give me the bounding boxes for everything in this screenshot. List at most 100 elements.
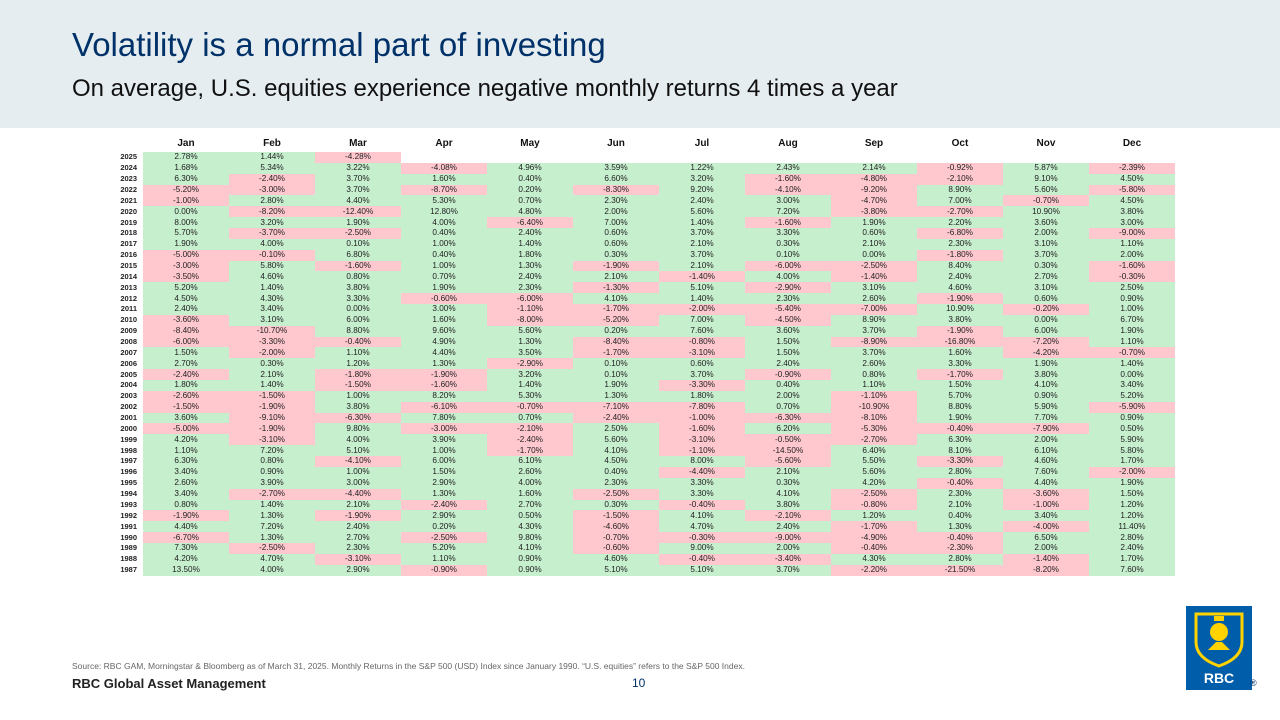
return-cell: 1.20%: [315, 358, 401, 370]
return-cell: 4.50%: [143, 293, 229, 305]
return-cell: -2.30%: [917, 542, 1003, 554]
table-row: 2016 -5.00% -0.10% 6.80% 0.40% 1.80% 0.30% 3.70…: [72, 249, 1175, 261]
year-cell: 2014: [120, 271, 137, 281]
return-cell: 0.80%: [831, 369, 917, 381]
table-row: 2012 4.50% 4.30% 3.30% -0.60% -6.00% 4.10% 1.40…: [72, 293, 1175, 305]
return-cell: 1.90%: [831, 217, 917, 229]
return-cell: 9.20%: [659, 184, 745, 196]
return-cell: 3.00%: [315, 477, 401, 489]
year-cell: 1998: [120, 445, 137, 455]
empty-cell: [401, 152, 487, 163]
return-cell: 5.70%: [917, 390, 1003, 402]
return-cell: 8.80%: [315, 325, 401, 337]
return-cell: 4.30%: [229, 293, 315, 305]
return-cell: 3.10%: [1003, 282, 1089, 294]
table-row: 2008 -6.00% -3.30% -0.40% 4.90% 1.30% -8.40% -0…: [72, 336, 1175, 348]
return-cell: 6.30%: [143, 173, 229, 185]
return-cell: -3.30%: [229, 336, 315, 348]
return-cell: 0.10%: [315, 238, 401, 250]
return-cell: 4.50%: [1089, 195, 1175, 207]
return-cell: 9.60%: [401, 325, 487, 337]
return-cell: 6.70%: [1089, 314, 1175, 326]
return-cell: -3.00%: [229, 184, 315, 196]
return-cell: 5.60%: [1003, 184, 1089, 196]
table-row: 2003 -2.60% -1.50% 1.00% 8.20% 5.30% 1.30% 1.80…: [72, 390, 1175, 402]
return-cell: 3.90%: [401, 434, 487, 446]
header-banner: [0, 0, 1280, 128]
registered-mark: ®: [1250, 678, 1257, 688]
return-cell: -3.10%: [315, 553, 401, 565]
year-cell: 2015: [120, 261, 137, 271]
return-cell: 5.20%: [143, 282, 229, 294]
return-cell: 8.80%: [917, 401, 1003, 413]
return-cell: 3.30%: [917, 358, 1003, 370]
return-cell: -3.60%: [143, 314, 229, 326]
return-cell: -7.00%: [831, 304, 917, 315]
return-cell: 3.80%: [315, 401, 401, 413]
page-title: Volatility is a normal part of investing: [72, 26, 606, 63]
return-cell: -8.90%: [831, 336, 917, 348]
return-cell: 1.20%: [1089, 499, 1175, 511]
return-cell: 3.80%: [745, 499, 831, 511]
return-cell: 1.60%: [401, 314, 487, 326]
return-cell: 1.00%: [401, 260, 487, 272]
return-cell: 1.00%: [401, 238, 487, 250]
return-cell: -10.70%: [229, 325, 315, 337]
year-cell: 1990: [120, 532, 137, 542]
return-cell: 5.30%: [487, 390, 573, 402]
return-cell: 0.90%: [487, 564, 573, 576]
return-cell: 6.50%: [1003, 532, 1089, 543]
year-cell: 2000: [120, 423, 137, 433]
return-cell: 4.70%: [659, 521, 745, 533]
month-header-jun: Jun: [607, 138, 625, 149]
return-cell: -3.60%: [1003, 488, 1089, 500]
month-header-jan: Jan: [177, 138, 195, 149]
return-cell: -5.20%: [143, 184, 229, 196]
return-cell: -0.40%: [659, 499, 745, 511]
return-cell: -1.60%: [659, 423, 745, 435]
return-cell: 4.10%: [573, 293, 659, 305]
return-cell: -9.20%: [831, 184, 917, 196]
return-cell: -6.30%: [745, 412, 831, 424]
return-cell: 10.90%: [917, 304, 1003, 315]
return-cell: 0.10%: [745, 249, 831, 261]
month-header-may: May: [520, 138, 540, 149]
table-row: 2011 2.40% 3.40% 0.00% 3.00% -1.10% -1.70% -2.0…: [72, 304, 1175, 315]
return-cell: -1.00%: [143, 195, 229, 207]
return-cell: 8.00%: [143, 217, 229, 229]
return-cell: -2.70%: [831, 434, 917, 446]
return-cell: 3.70%: [315, 173, 401, 185]
return-cell: 1.00%: [1089, 304, 1175, 315]
return-cell: 3.70%: [831, 347, 917, 359]
table-header-row: Jan Feb Mar Apr May Jun Jul Aug Sep Oct Nov Dec: [72, 137, 1175, 152]
return-cell: 3.10%: [831, 282, 917, 294]
return-cell: 1.50%: [917, 380, 1003, 391]
return-cell: 1.90%: [143, 238, 229, 250]
return-cell: 0.40%: [401, 249, 487, 261]
return-cell: 1.90%: [401, 282, 487, 294]
return-cell: 3.30%: [315, 293, 401, 305]
return-cell: -4.10%: [315, 456, 401, 467]
return-cell: -1.80%: [315, 369, 401, 381]
return-cell: 1.30%: [487, 336, 573, 348]
return-cell: 2.80%: [917, 553, 1003, 565]
return-cell: 4.10%: [573, 445, 659, 457]
table-row: 2007 1.50% -2.00% 1.10% 4.40% 3.50% -1.70% -3.1…: [72, 347, 1175, 359]
return-cell: -1.60%: [745, 217, 831, 229]
return-cell: 7.00%: [917, 195, 1003, 207]
return-cell: 5.60%: [487, 325, 573, 337]
return-cell: 2.00%: [745, 390, 831, 402]
return-cell: -9.00%: [1089, 228, 1175, 239]
return-cell: -2.40%: [229, 173, 315, 185]
return-cell: -2.70%: [917, 206, 1003, 218]
year-cell: 2018: [120, 228, 137, 238]
return-cell: 4.70%: [229, 553, 315, 565]
year-cell: 1987: [120, 565, 137, 575]
year-cell: 2024: [120, 163, 137, 173]
return-cell: 1.30%: [229, 510, 315, 522]
return-cell: 1.30%: [229, 532, 315, 543]
return-cell: 1.90%: [315, 217, 401, 229]
table-row: 1994 3.40% -2.70% -4.40% 1.30% 1.60% -2.50% 3.3…: [72, 488, 1175, 500]
return-cell: 1.30%: [401, 358, 487, 370]
return-cell: 1.50%: [1089, 488, 1175, 500]
